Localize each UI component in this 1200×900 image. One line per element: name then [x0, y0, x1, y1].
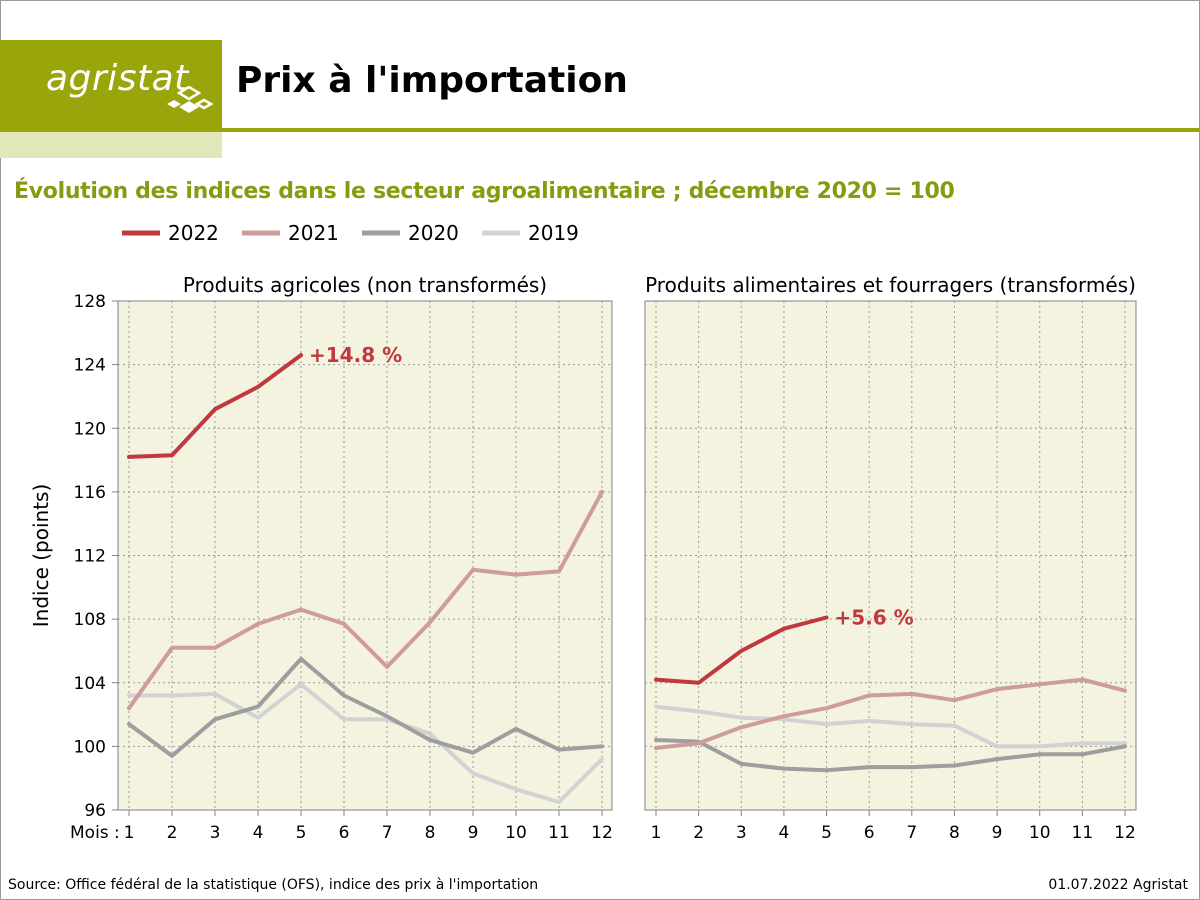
series-line-2021: [654, 677, 1127, 750]
y-tick-label: 124: [74, 356, 106, 376]
x-tick-label: 10: [505, 823, 527, 843]
x-tick-label: 7: [906, 823, 917, 843]
x-tick-label: 3: [210, 823, 221, 843]
brand-logo-box: [0, 40, 222, 132]
x-tick-label: 3: [736, 823, 747, 843]
x-tick-label: 12: [1114, 823, 1136, 843]
data-label-2022: +14.8 %: [309, 343, 402, 367]
footer-date: 01.07.2022 Agristat: [1048, 877, 1188, 893]
legend-label-2022: 2022: [168, 221, 219, 245]
x-tick-label: 8: [949, 823, 960, 843]
brand-logo-strip: [0, 132, 222, 158]
x-tick-label: 1: [651, 823, 662, 843]
x-tick-label: 10: [1029, 823, 1051, 843]
x-tick-label: 2: [693, 823, 704, 843]
legend-label-2020: 2020: [408, 221, 459, 245]
chart-subtitle: Évolution des indices dans le secteur ag…: [14, 179, 955, 204]
brand-logo-text: agristat: [46, 58, 189, 99]
panel-title-2: Produits alimentaires et fourragers (tra…: [645, 273, 1136, 297]
x-tick-label: 1: [124, 823, 135, 843]
y-axis-label: Indice (points): [29, 484, 53, 628]
series-line-2021: [127, 489, 604, 711]
x-tick-label: 11: [1072, 823, 1094, 843]
data-label-2022: +5.6 %: [835, 606, 914, 630]
series-line-2019: [654, 704, 1127, 749]
y-tick-label: 120: [74, 419, 106, 439]
y-tick-label: 96: [84, 801, 106, 821]
footer-source: Source: Office fédéral de la statistique…: [8, 877, 539, 893]
x-tick-label: 6: [339, 823, 350, 843]
series-line-2020: [127, 656, 604, 758]
y-tick-label: 112: [74, 547, 106, 567]
y-tick-label: 100: [74, 737, 106, 757]
legend-label-2021: 2021: [288, 221, 339, 245]
x-tick-label: 8: [425, 823, 436, 843]
series-line-2020: [654, 738, 1127, 773]
x-tick-label: 12: [591, 823, 613, 843]
x-tick-label: 7: [382, 823, 393, 843]
legend-label-2019: 2019: [528, 221, 579, 245]
series-line-2019: [127, 682, 604, 804]
series-line-2022: [127, 353, 303, 459]
x-tick-label: 2: [167, 823, 178, 843]
y-tick-label: 108: [74, 610, 106, 630]
x-tick-label: 4: [778, 823, 789, 843]
y-tick-label: 104: [74, 674, 106, 694]
x-tick-label: 11: [548, 823, 570, 843]
page-title: Prix à l'importation: [236, 60, 628, 101]
x-tick-label: 9: [468, 823, 479, 843]
y-tick-label: 116: [74, 483, 106, 503]
x-tick-label: 6: [864, 823, 875, 843]
agristat-mark-icon: [167, 86, 214, 113]
series-line-2022: [654, 615, 829, 685]
x-tick-label: 9: [992, 823, 1003, 843]
x-tick-label: 5: [821, 823, 832, 843]
x-tick-label: 4: [253, 823, 264, 843]
x-axis-label: Mois :: [70, 823, 120, 843]
header-divider: [222, 128, 1200, 132]
x-tick-label: 5: [296, 823, 307, 843]
y-tick-label: 128: [74, 292, 106, 312]
panel-title-1: Produits agricoles (non transformés): [183, 273, 547, 297]
